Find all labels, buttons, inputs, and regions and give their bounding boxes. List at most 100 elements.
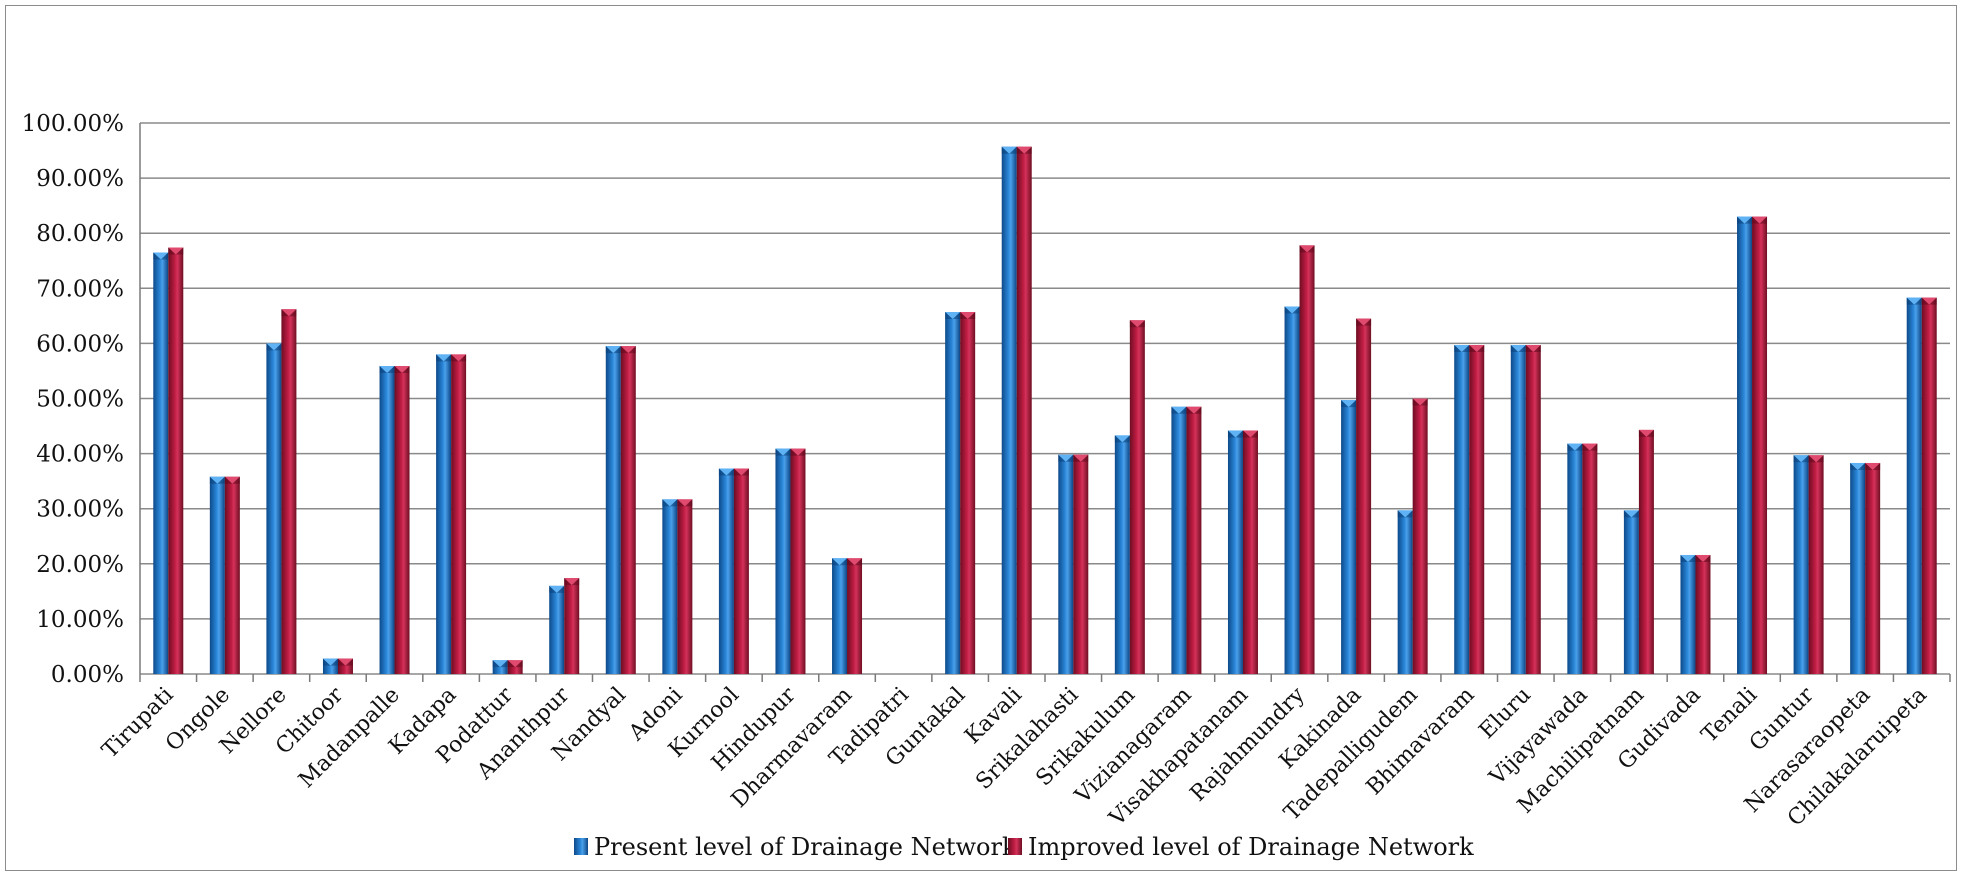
bar-kurnool-present [718,468,734,674]
bar-cap-top [549,585,565,593]
bar-cap-left [1525,345,1534,353]
bar-cap-left [847,558,855,566]
bar-cap-right [726,468,734,476]
bar-cap-left [266,343,274,351]
bar-cap-right [1646,429,1654,437]
bar-cap-right [288,309,297,317]
bar-ananthpur-improved [564,578,580,674]
bar-cap-left [564,578,572,586]
bar-body [1567,443,1583,674]
bar-podattur-present [492,660,508,674]
bar-cap-top [1510,345,1526,353]
bar-cap-left [322,658,331,666]
legend-swatch [1008,838,1022,855]
y-tick-label: 60.00% [36,331,124,357]
bar-cap-top [1525,345,1541,353]
bar-cap-right [387,365,395,373]
bar-cap-right [1816,455,1824,463]
bar-cap-right [1589,443,1598,451]
bar-narasaraopeta-improved [1865,462,1881,674]
bar-cap-right [613,346,621,354]
bar-body [1171,406,1187,674]
bar-cap-top [1341,400,1357,408]
bar-tadepalligudem-improved [1412,398,1428,674]
bar-cap-left [492,660,501,668]
bar-cap-top [1850,462,1866,470]
bar-cap-top [1114,435,1130,443]
bar-body [1284,306,1300,674]
bar-body [1058,454,1074,674]
bar-body [1469,345,1485,674]
bar-cap-right [1914,297,1922,305]
bar-cap-right [1193,406,1202,414]
bar-cap-right [1080,454,1089,462]
x-tick-label: Tirupati [98,683,179,764]
bar-cap-left [1129,320,1138,328]
bar-cap-right [1929,297,1937,305]
bar-cap-right [952,311,961,319]
bar-body [620,346,636,674]
bar-cap-top [1016,146,1032,154]
bar-cap-right [1687,554,1696,562]
bar-vijayawada-present [1567,443,1583,674]
bar-cap-left [1752,216,1760,224]
bar-cap-top [662,499,678,507]
bar-body [945,311,961,674]
bar-gudivada-improved [1695,554,1711,674]
bar-body [832,558,848,674]
bar-cap-left [168,247,176,255]
bar-ananthpur-present [549,585,565,674]
bar-cap-top [677,499,693,507]
bar-cap-top [1454,345,1470,353]
bar-cap-left [718,468,727,476]
bar-cap-left [1623,510,1632,518]
bar-body [1299,245,1315,674]
bar-madanpalle-improved [394,365,410,674]
bar-cap-right [1518,345,1526,353]
bar-machilipatnam-improved [1638,429,1654,674]
bar-visakhapatanam-present [1227,430,1243,674]
bar-body [1695,554,1711,674]
bar-cap-right [217,476,225,484]
bar-nandyal-present [605,346,621,674]
bar-vizianagaram-improved [1186,406,1202,674]
bar-body [1397,510,1413,674]
bar-cap-right [1759,216,1768,224]
bar-guntur-present [1793,455,1809,674]
bar-vijayawada-improved [1582,443,1598,674]
bar-cap-right [1122,435,1130,443]
bar-cap-left [1510,345,1519,353]
bar-cap-left [1737,216,1745,224]
bar-body [379,365,395,674]
bar-cap-left [605,346,614,354]
bar-cap-right [1363,318,1372,326]
bar-cap-left [960,311,968,319]
bar-cap-top [322,658,338,666]
bar-cap-right [500,660,508,668]
bar-cap-right [160,252,169,260]
bar-chitoor-present [322,658,338,674]
bar-bhimavaram-improved [1469,345,1485,674]
bar-cap-top [209,476,225,484]
bar-cap-top [168,247,184,255]
bar-guntur-improved [1808,455,1824,674]
bar-cap-top [1171,406,1187,414]
bar-cap-left [1808,455,1817,463]
bar-hindupur-improved [790,448,806,674]
bar-cap-left [224,476,233,484]
bar-cap-right [402,365,410,373]
bar-kakinada-improved [1356,318,1372,674]
bar-cap-top [337,658,353,666]
bar-tirupati-improved [168,247,184,674]
bar-vizianagaram-present [1171,406,1187,674]
bar-cap-left [451,354,459,362]
legend-label: Present level of Drainage Network [594,833,1017,861]
bar-tadepalligudem-present [1397,510,1413,674]
bar-cap-top [224,476,240,484]
bar-cap-left [775,448,783,456]
bar-cap-right [741,468,749,476]
bar-cap-top [1227,430,1243,438]
bar-cap-top [564,578,580,586]
bar-cap-top [1469,345,1485,353]
